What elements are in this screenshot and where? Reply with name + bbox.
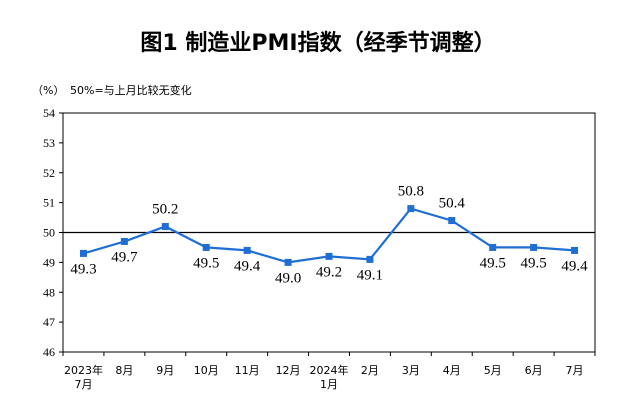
y-tick-label: 47 — [43, 315, 55, 329]
data-point — [530, 243, 538, 251]
chart-title: 图1 制造业PMI指数（经季节调整） — [140, 30, 495, 56]
data-label: 49.5 — [193, 255, 219, 271]
data-point — [79, 249, 87, 257]
x-tick-label: 9月 — [156, 364, 174, 377]
data-label: 50.8 — [398, 184, 424, 200]
x-tick-label: 1月 — [320, 378, 338, 391]
data-point — [243, 246, 251, 254]
data-label: 50.2 — [152, 202, 178, 218]
x-tick-label: 4月 — [443, 364, 461, 377]
data-label: 49.4 — [561, 258, 588, 274]
data-label: 49.0 — [275, 270, 301, 286]
data-point — [448, 217, 456, 225]
x-tick-label: 3月 — [402, 364, 420, 377]
x-tick-label: 8月 — [115, 364, 133, 377]
y-tick-label: 46 — [43, 345, 55, 359]
data-label: 49.2 — [316, 264, 342, 280]
y-tick-label: 50 — [43, 226, 55, 240]
y-unit-label: （%） — [32, 84, 64, 97]
data-point — [161, 223, 169, 231]
x-tick-label: 6月 — [525, 364, 543, 377]
data-marks: 49.3 49.7 50.2 49.5 49.4 49.0 49.2 49.1 50.8 50.4… — [70, 184, 588, 287]
x-tick-label: 5月 — [484, 364, 502, 377]
x-tick-label: 11月 — [235, 364, 260, 377]
data-label: 49.5 — [480, 255, 506, 271]
data-point — [202, 243, 210, 251]
reference-note: 50%=与上月比较无变化 — [70, 83, 192, 97]
x-tick-label: 2024年 — [310, 363, 349, 377]
data-label: 49.4 — [234, 258, 261, 274]
data-label: 50.4 — [439, 196, 466, 212]
data-label: 49.1 — [357, 267, 383, 283]
data-point — [366, 255, 374, 263]
data-point — [489, 243, 497, 251]
y-tick-label: 54 — [43, 106, 55, 120]
data-point — [407, 205, 415, 213]
data-point — [284, 258, 292, 266]
data-label: 49.3 — [70, 261, 96, 277]
y-tick-label: 51 — [43, 196, 55, 210]
y-tick-label: 53 — [43, 136, 55, 150]
y-tick-label: 48 — [43, 285, 55, 299]
x-tick-label: 2023年 — [64, 363, 103, 377]
x-tick-label: 12月 — [276, 364, 301, 377]
data-label: 49.5 — [520, 255, 546, 271]
data-label: 49.7 — [111, 249, 138, 265]
y-tick-label: 49 — [43, 255, 55, 269]
x-tick-label: 7月 — [74, 378, 92, 391]
data-point — [571, 246, 579, 254]
data-point — [325, 252, 333, 260]
x-tick-label: 10月 — [194, 364, 219, 377]
data-point — [120, 237, 128, 245]
y-tick-label: 52 — [43, 166, 55, 180]
x-tick-label: 2月 — [361, 364, 379, 377]
x-tick-label: 7月 — [566, 364, 584, 377]
